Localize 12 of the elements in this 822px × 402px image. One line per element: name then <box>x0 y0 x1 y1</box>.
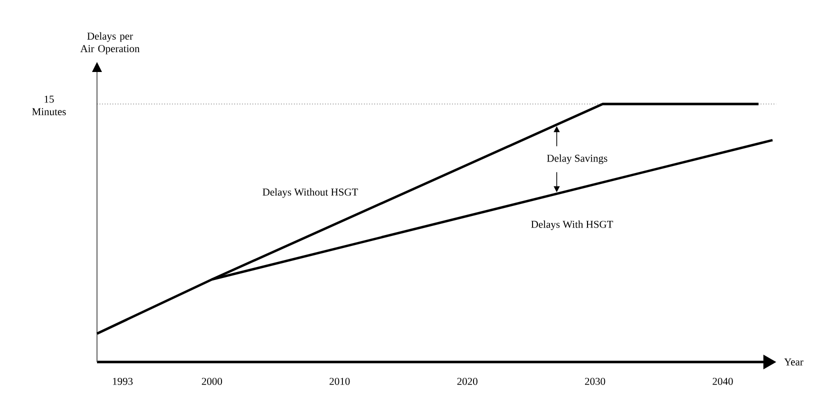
y-axis-title: Delays per Air Operation <box>80 32 140 54</box>
x-tick-label: 2010 <box>330 378 350 385</box>
series-label: Delays Without HSGT <box>262 188 358 198</box>
annotation: Delay Savings <box>546 154 608 164</box>
x-tick-label: 2040 <box>712 378 733 385</box>
x-tick-label: 1993 <box>112 378 133 385</box>
ref-line-label: 15 Minutes <box>32 96 66 116</box>
x-tick-label: 2000 <box>202 378 222 385</box>
x-axis-title: Year <box>784 358 804 366</box>
series-label: Delays With HSGT <box>531 220 614 230</box>
x-tick-label: 2020 <box>457 378 478 385</box>
x-tick-label: 2030 <box>585 378 606 385</box>
